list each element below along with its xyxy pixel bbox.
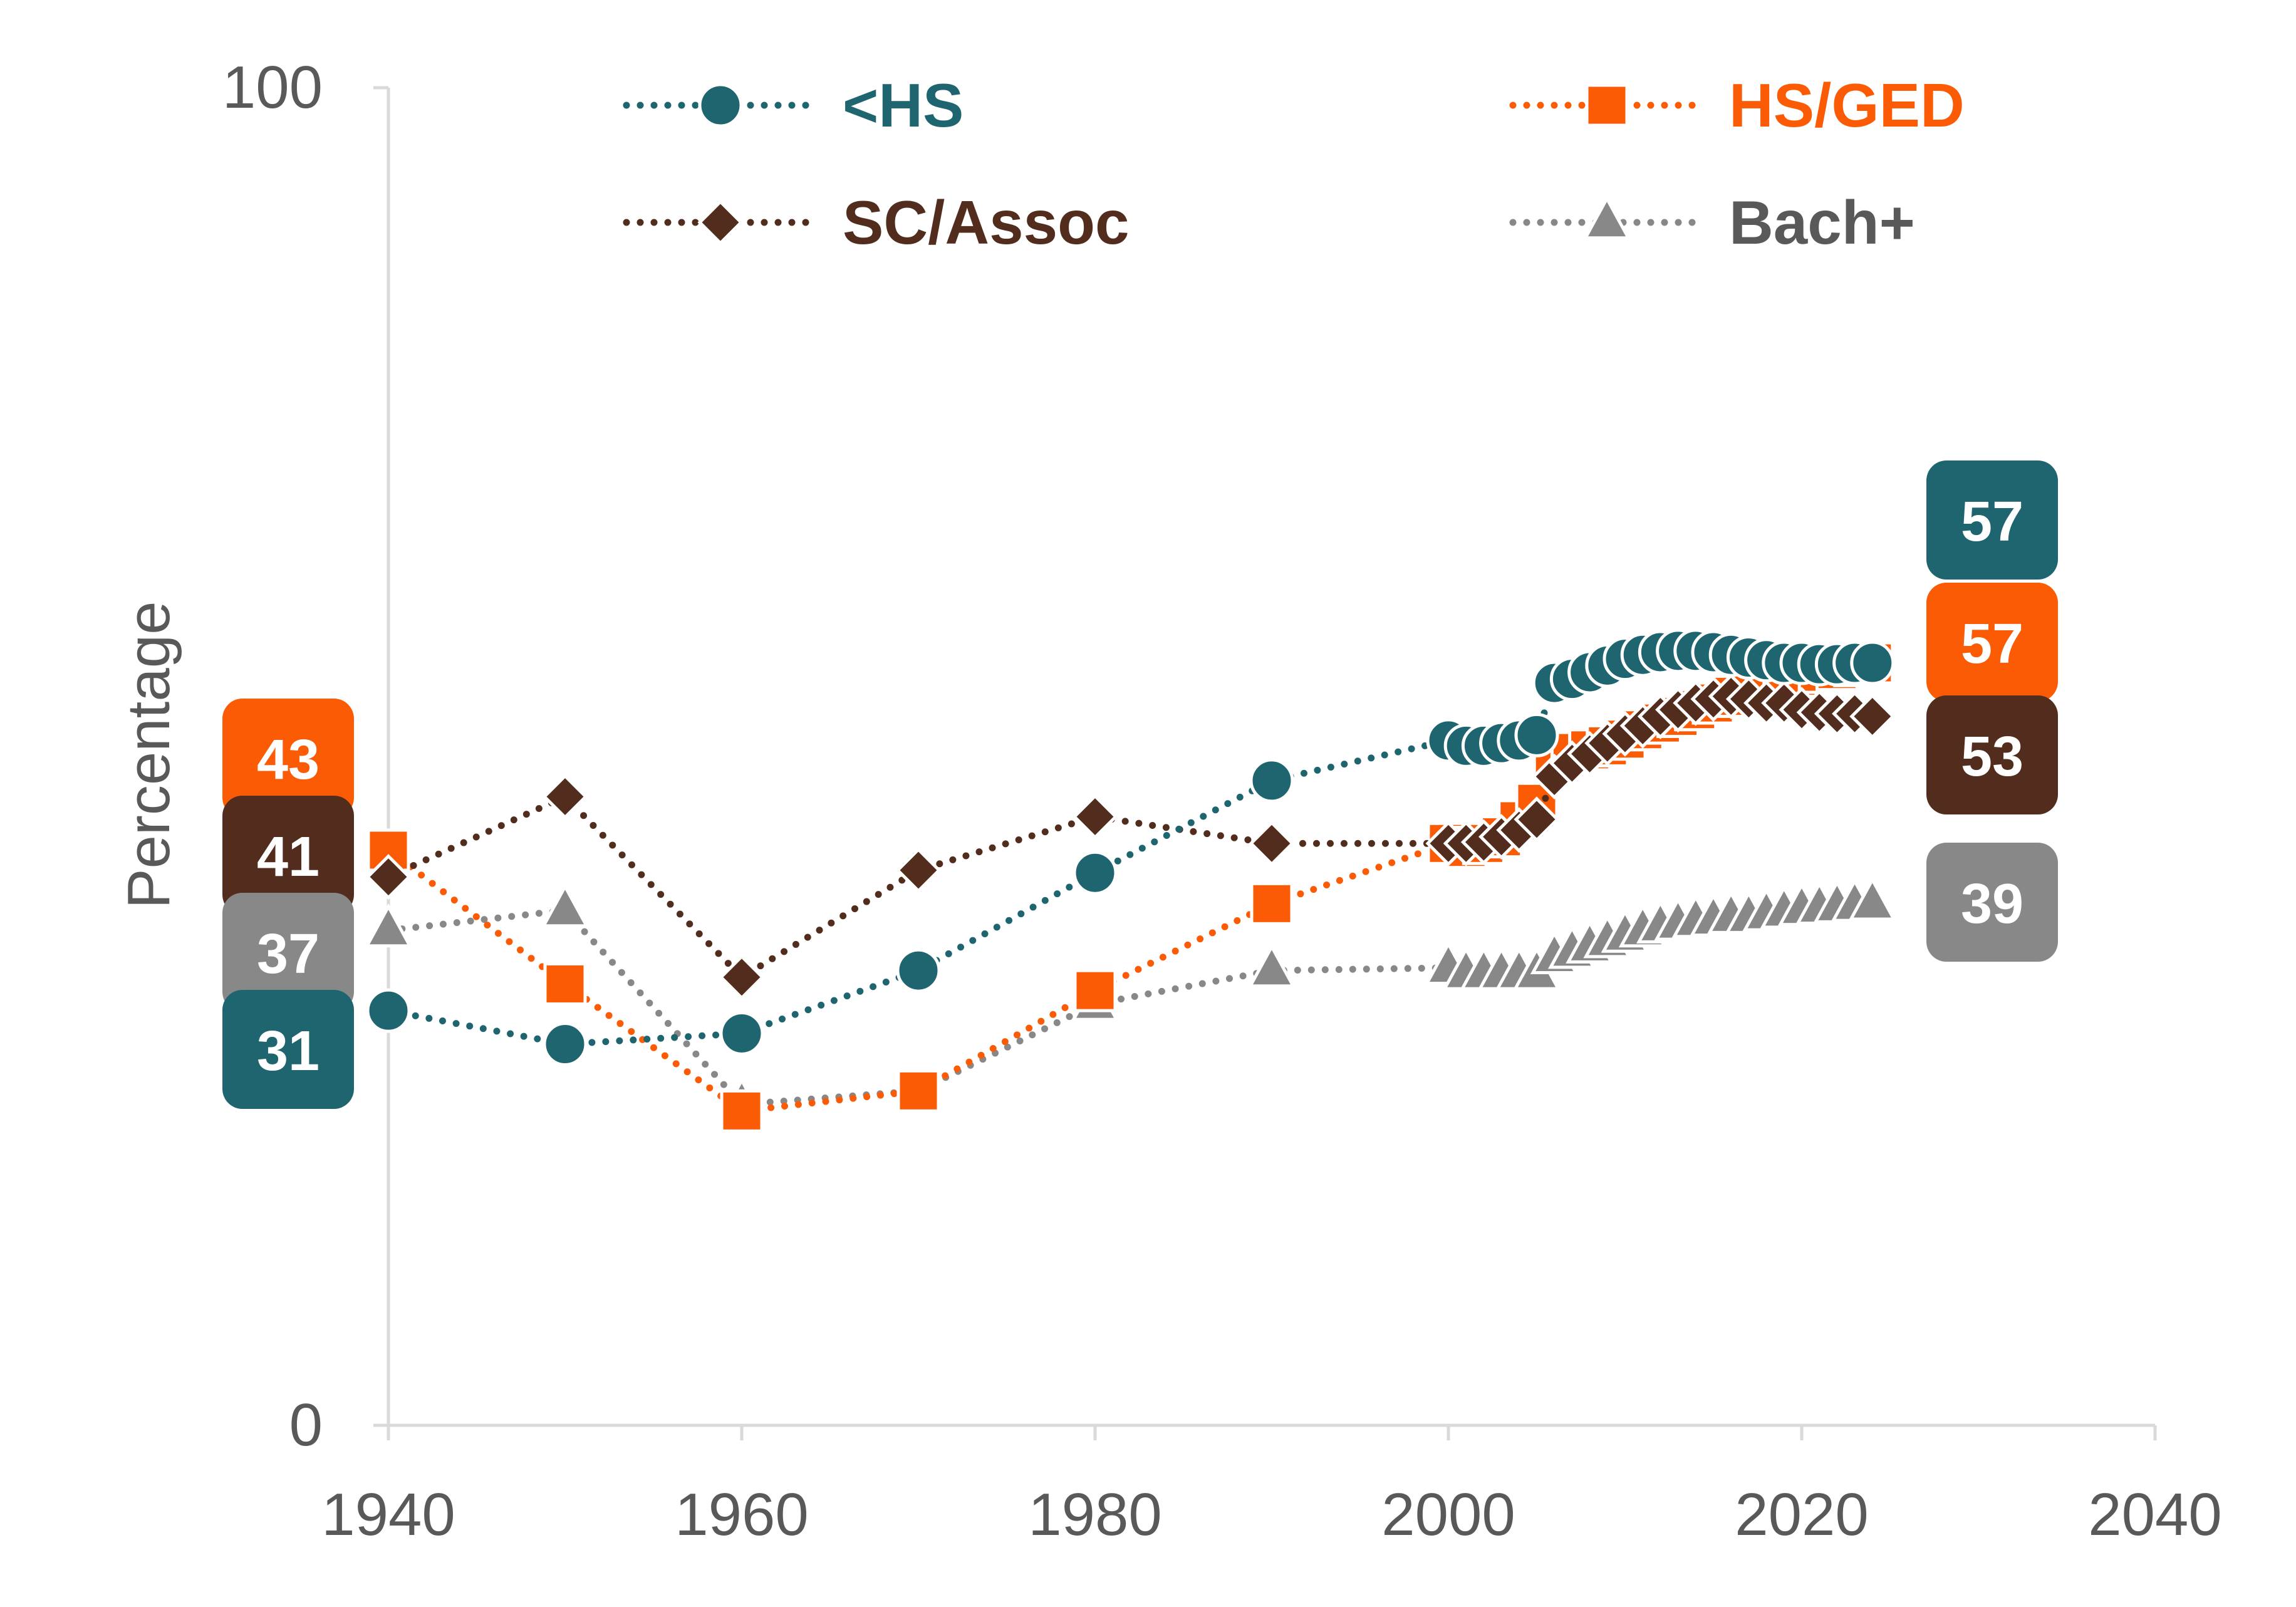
start-value-label: 37	[257, 923, 319, 986]
start-value-label: 31	[257, 1020, 319, 1083]
series-sc-assoc-point	[542, 774, 588, 820]
start-value-badge-bach: 37	[222, 893, 354, 1012]
series-bach	[364, 876, 1897, 1121]
start-value-badge-sc-assoc: 41	[222, 796, 354, 915]
series-hs-point	[1073, 850, 1118, 895]
start-value-label: 43	[257, 729, 319, 791]
end-value-badge-sc-assoc: 53	[1926, 695, 2058, 814]
legend-label: SC/Assoc	[843, 188, 1130, 257]
x-tick-label: 2000	[1381, 1481, 1515, 1548]
legend-item-bach: Bach+	[1509, 188, 1915, 257]
end-value-label: 57	[1961, 613, 2023, 675]
tick-layer: 1940 1960 1980 2000 2020 2040 0 100	[222, 54, 2222, 1548]
axes: Percentage	[115, 88, 2155, 1427]
series-hs-ged-point	[543, 962, 587, 1006]
series-sc-assoc-point	[1249, 820, 1295, 866]
end-value-label: 57	[1961, 491, 2023, 553]
x-tick-label: 2020	[1735, 1481, 1869, 1548]
series-bach-point	[364, 903, 413, 948]
series-sc-assoc-point	[1849, 693, 1896, 739]
badges-layer: 43 41 37 31 57 57 53 39	[222, 460, 2058, 1109]
series-bach-point	[1848, 876, 1897, 921]
legend-marker-bach	[1582, 195, 1631, 240]
series-sc-assoc-point	[1514, 796, 1560, 843]
series-layer	[364, 628, 1897, 1133]
series-bach-point	[541, 883, 590, 928]
series-hs-ged-point	[1250, 882, 1294, 925]
x-tick-label: 2040	[2088, 1481, 2222, 1548]
legend-marker-hs	[698, 83, 743, 128]
series-sc-assoc-point	[1072, 794, 1118, 840]
end-value-badge-hs: 57	[1926, 460, 2058, 580]
end-value-label: 53	[1961, 725, 2023, 788]
y-tick-label: 0	[289, 1391, 323, 1459]
legend-marker-hs-ged	[1585, 83, 1629, 127]
legend: <HS HS/GED SC/Assoc Bach+	[623, 71, 1965, 257]
legend-label: <HS	[843, 71, 964, 140]
x-tick-label: 1940	[321, 1481, 455, 1548]
start-value-badge-hs-ged: 43	[222, 699, 354, 818]
series-bach-point	[1247, 943, 1296, 988]
legend-label: HS/GED	[1729, 71, 1965, 140]
series-hs-point	[896, 948, 941, 993]
legend-item-hs-ged: HS/GED	[1509, 71, 1965, 140]
series-hs-point	[719, 1011, 764, 1056]
x-tick-label: 1960	[675, 1481, 809, 1548]
series-hs-point	[1514, 712, 1559, 757]
series-sc-assoc-point	[895, 847, 942, 893]
legend-label: Bach+	[1729, 188, 1915, 257]
end-value-badge-hs-ged: 57	[1926, 583, 2058, 702]
series-sc-assoc	[365, 673, 1896, 1001]
series-hs-point	[543, 1022, 588, 1067]
series-hs	[366, 628, 1895, 1067]
series-sc-assoc-point	[719, 954, 765, 1001]
series-hs-ged-point	[1073, 969, 1117, 1012]
y-tick-label: 100	[222, 54, 323, 121]
end-value-label: 39	[1961, 873, 2023, 935]
legend-marker-sc-assoc	[697, 199, 744, 246]
series-hs-point	[1850, 640, 1895, 685]
start-value-badge-hs: 31	[222, 990, 354, 1109]
series-hs-point	[366, 988, 411, 1033]
series-hs-point	[1249, 758, 1294, 803]
x-tick-label: 1980	[1028, 1481, 1162, 1548]
y-axis-label: Percentage	[115, 601, 182, 908]
end-value-badge-bach: 39	[1926, 843, 2058, 962]
series-sc-assoc-point	[365, 854, 412, 900]
series-hs-ged-point	[720, 1089, 764, 1133]
series-hs-ged-point	[896, 1069, 940, 1113]
legend-item-hs: <HS	[623, 71, 964, 140]
legend-item-sc-assoc: SC/Assoc	[623, 188, 1130, 257]
start-value-label: 41	[257, 826, 319, 888]
